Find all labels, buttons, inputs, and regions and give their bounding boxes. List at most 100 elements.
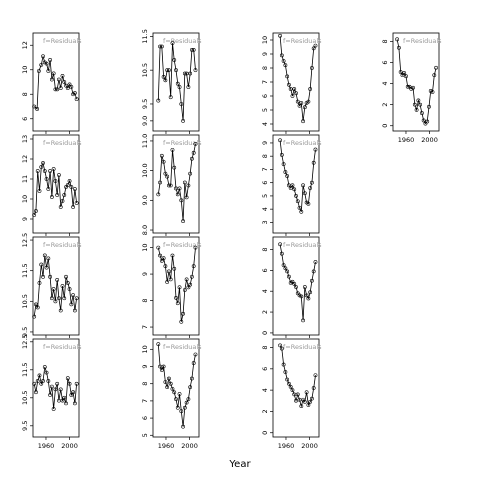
data-point (42, 253, 47, 258)
panel-frame (272, 134, 320, 234)
strip-label: f=Residuals (163, 241, 202, 249)
data-point (51, 71, 56, 76)
data-point (46, 187, 51, 191)
data-point (287, 274, 291, 279)
data-point (306, 403, 311, 407)
data-point (179, 319, 184, 324)
y-tick-label: 10.5 (141, 63, 149, 77)
data-point (67, 381, 72, 386)
data-point (181, 311, 185, 316)
data-point (432, 73, 437, 78)
data-point (292, 392, 297, 397)
data-point (175, 301, 180, 306)
data-point (191, 361, 196, 365)
data-point (287, 82, 291, 87)
y-tick-label: 6 (261, 181, 269, 185)
data-point (44, 177, 49, 181)
data-point (193, 142, 198, 146)
series-line (157, 247, 196, 322)
y-tick-label: 8 (21, 92, 29, 96)
data-point (295, 99, 300, 104)
data-point (168, 381, 173, 386)
data-point (310, 66, 314, 70)
data-point (65, 376, 70, 381)
data-point (161, 75, 166, 79)
y-tick-label: 9 (21, 217, 29, 221)
data-point (182, 180, 187, 185)
panel-frame (32, 338, 80, 438)
data-point (34, 390, 38, 395)
y-tick-label: 8 (261, 247, 269, 251)
data-point (288, 87, 293, 91)
data-point (32, 213, 37, 217)
data-point (159, 368, 164, 372)
x-tick-label: 2000 (421, 136, 438, 144)
data-point (311, 386, 316, 390)
data-point (412, 102, 417, 107)
y-tick-label: 6 (261, 367, 269, 371)
y-tick-label: 0 (381, 124, 389, 128)
data-point (35, 107, 40, 111)
data-point (159, 44, 164, 49)
series-line (33, 366, 77, 410)
panel-8: f=Residuals 7 8 9 10 (141, 236, 202, 338)
x-tick-label: 2000 (301, 442, 318, 450)
data-point (297, 397, 302, 402)
y-tick-label: 12.5 (21, 233, 29, 247)
series-line (33, 161, 77, 216)
data-point (281, 162, 286, 167)
data-point (163, 78, 168, 83)
data-point (37, 373, 42, 378)
data-point (297, 103, 302, 108)
data-point (279, 251, 284, 256)
y-tick-label: 8 (381, 39, 389, 43)
data-point (161, 159, 166, 164)
data-point (44, 265, 49, 270)
y-tick-label: 12 (21, 155, 29, 163)
panel-2: f=Residuals 4 5 6 7 8 9 10 (261, 32, 322, 134)
data-point (186, 397, 191, 402)
x-axis-label: Year (229, 459, 251, 470)
data-point (404, 74, 408, 79)
y-tick-label: 10 (141, 243, 149, 251)
data-point (60, 73, 65, 78)
data-point (188, 385, 193, 390)
data-point (163, 264, 168, 269)
panel-10: f=Residuals 9.5 10.5 11.5 12.5 1960 2000 (21, 335, 82, 450)
data-point (60, 199, 65, 203)
y-tick-label: 9.5 (141, 99, 149, 109)
data-point (62, 80, 67, 84)
y-tick-label: 10.5 (21, 294, 29, 308)
strip-label: f=Residuals (283, 139, 322, 147)
data-point (430, 90, 435, 94)
data-point (302, 105, 307, 110)
panel-9: f=Residuals 0 2 4 6 8 (261, 236, 322, 338)
y-tick-label: 7 (261, 80, 269, 84)
data-point (53, 179, 58, 183)
data-point (177, 186, 182, 191)
data-point (69, 85, 74, 89)
x-tick-label: 1960 (38, 442, 55, 450)
y-tick-label: 6 (141, 416, 149, 420)
data-point (64, 274, 68, 279)
data-point (165, 68, 170, 73)
data-point (294, 194, 298, 198)
data-point (402, 71, 407, 75)
data-point (191, 264, 196, 269)
y-tick-label: 8 (141, 298, 149, 302)
data-point (57, 77, 61, 82)
panel-frame (152, 32, 200, 132)
y-tick-label: 9.5 (21, 327, 29, 337)
panel-frame (32, 32, 80, 132)
data-point (172, 165, 177, 170)
data-point (46, 69, 51, 73)
series-line (157, 143, 196, 222)
series-line (157, 344, 196, 427)
data-point (279, 152, 284, 157)
data-point (72, 308, 77, 313)
data-point (434, 65, 438, 70)
y-tick-label: 11.5 (141, 29, 149, 43)
data-point (44, 370, 49, 375)
data-point (174, 186, 178, 191)
